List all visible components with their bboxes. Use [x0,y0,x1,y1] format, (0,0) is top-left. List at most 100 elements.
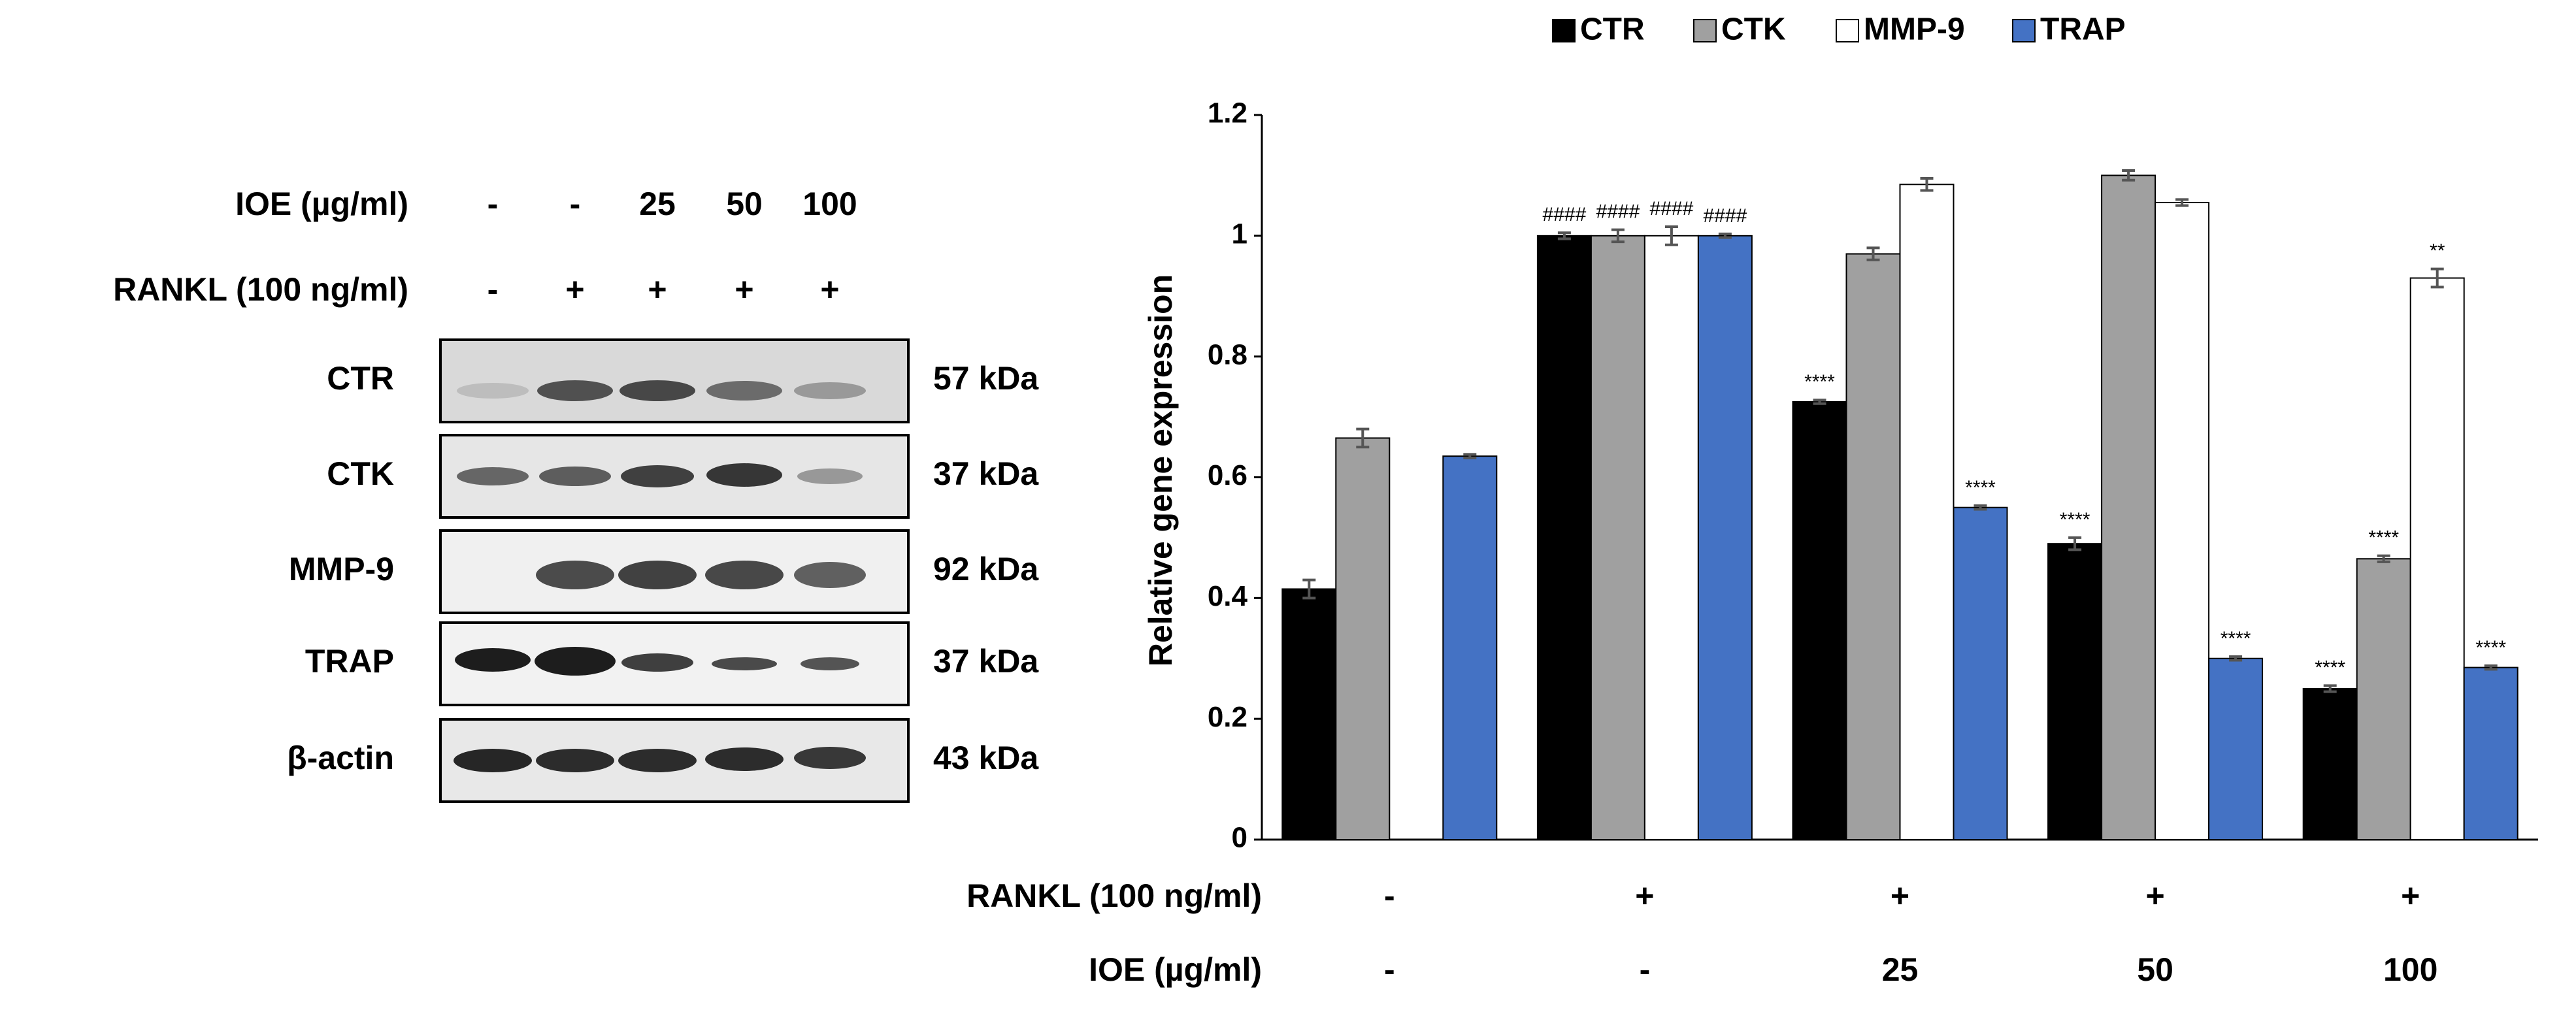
x-tick-label: 25 [1882,951,1919,988]
band [618,561,697,589]
band [794,562,866,588]
bar [2155,202,2210,841]
condition-label: RANKL (100 ng/ml) [113,271,408,308]
protein-label: MMP-9 [289,551,394,587]
y-axis-label: Relative gene expression [1142,274,1179,666]
band [536,749,614,772]
bar [1643,235,1699,841]
category-row-label: IOE (µg/ml) [1089,951,1262,988]
size-label: 37 kDa [933,455,1039,492]
error-bar [1463,453,1477,459]
significance-label: **** [2475,637,2506,659]
x-tick-label: - [1640,951,1651,988]
error-bar [1718,233,1732,239]
bar [1697,235,1753,841]
bar [1442,455,1498,840]
bar [1953,506,2008,840]
significance-label: #### [1596,201,1640,223]
category-row-label: RANKL (100 ng/ml) [966,877,1262,914]
bar [2356,558,2411,840]
error-bar [1973,504,1987,511]
legend-swatch [2012,19,2036,42]
error-bar [2068,536,2082,551]
bar [2047,543,2103,840]
legend-swatch [1693,19,1717,42]
significance-label: **** [2060,509,2090,531]
bar [2208,657,2264,840]
x-tick-label: + [2145,877,2164,914]
x-tick-label: 100 [2383,951,2437,988]
significance-label: **** [1965,477,1996,499]
significance-label: **** [2221,628,2251,649]
lane-label: + [735,271,753,308]
lane-label: 50 [726,186,763,222]
blot-box [439,338,910,423]
bar [2409,277,2465,840]
significance-label: #### [1704,205,1747,227]
legend-label: CTK [1721,12,1786,47]
lane-label: + [648,271,667,308]
band [457,383,529,399]
protein-label: CTK [327,455,394,492]
error-bar [2377,554,2390,563]
protein-label: β-actin [287,740,394,776]
lane-label: - [487,271,499,308]
legend-label: CTR [1580,12,1645,47]
error-bar [1611,228,1625,244]
band [712,657,777,670]
bar [1335,437,1391,840]
bar [1536,235,1592,841]
error-bar [1920,177,1934,192]
band [455,648,531,672]
significance-label: **** [1804,371,1835,393]
condition-label: IOE (µg/ml) [235,186,408,222]
lane-label: + [565,271,584,308]
lane-label: - [487,186,499,222]
band [706,381,782,401]
legend-label: TRAP [2040,12,2126,47]
legend-swatch [1552,19,1576,42]
error-bar [1866,246,1880,261]
x-tick-label: + [1891,877,1909,914]
band [706,463,782,487]
bar [1281,588,1337,840]
lane-label: - [570,186,581,222]
x-tick-label: - [1384,877,1395,914]
error-bar [2484,664,2498,671]
band [797,468,863,484]
band [621,653,693,672]
x-tick-label: + [1635,877,1654,914]
band [536,561,614,589]
bar [2463,666,2518,840]
band [539,467,611,486]
bar [1899,184,1955,840]
bar [1845,253,1901,840]
legend-label: MMP-9 [1864,12,1965,47]
bar [1590,235,1645,841]
lane-label: 25 [639,186,676,222]
band [705,561,784,589]
band [457,467,529,485]
band [794,382,866,399]
protein-label: TRAP [305,643,394,680]
error-bar [2229,655,2243,662]
error-bar [1664,225,1678,246]
legend-swatch [1836,19,1859,42]
error-bar [1302,578,1316,600]
y-tick-label: 0.6 [1208,459,1247,491]
band [619,380,695,401]
error-bar [1557,231,1571,240]
x-tick-label: 50 [2137,951,2173,988]
error-bar [2323,684,2337,693]
y-tick-label: 0.4 [1208,580,1248,612]
significance-label: **** [2368,527,2399,549]
error-bar [2175,198,2189,207]
bar [1792,401,1847,840]
significance-label: ** [2430,240,2445,262]
y-tick-label: 0 [1232,822,1247,854]
bar [2302,687,2358,841]
x-tick-label: - [1384,951,1395,988]
error-bar [2122,169,2136,182]
band [794,747,866,769]
lane-label: + [820,271,839,308]
